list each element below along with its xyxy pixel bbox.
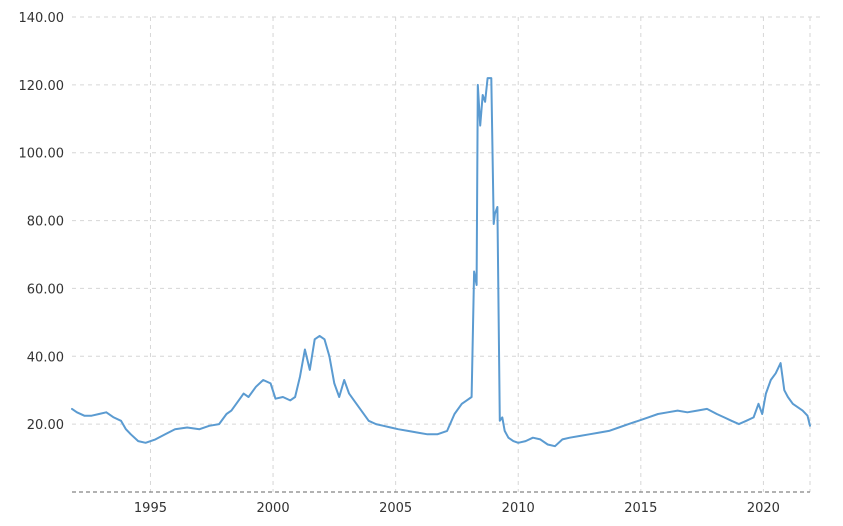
x-tick-label: 2005 [379, 501, 412, 516]
grid [72, 16, 822, 492]
y-tick-label: 100.00 [19, 147, 65, 162]
x-tick-label: 2000 [257, 501, 290, 516]
axes: 20.00 40.00 60.00 80.00 100.00 120.00 140.00 19… [19, 11, 810, 516]
x-tick-label: 1995 [134, 501, 167, 516]
y-tick-label: 40.00 [27, 350, 64, 365]
series-layer [71, 77, 811, 448]
y-tick-label: 20.00 [27, 418, 64, 433]
y-tick-label: 60.00 [27, 282, 64, 297]
y-tick-label: 140.00 [19, 11, 65, 26]
series-line [71, 77, 811, 448]
y-tick-label: 80.00 [27, 215, 64, 230]
y-tick-label: 120.00 [19, 79, 65, 94]
x-tick-label: 2020 [747, 501, 780, 516]
x-tick-label: 2015 [624, 501, 657, 516]
x-tick-label: 2010 [502, 501, 535, 516]
